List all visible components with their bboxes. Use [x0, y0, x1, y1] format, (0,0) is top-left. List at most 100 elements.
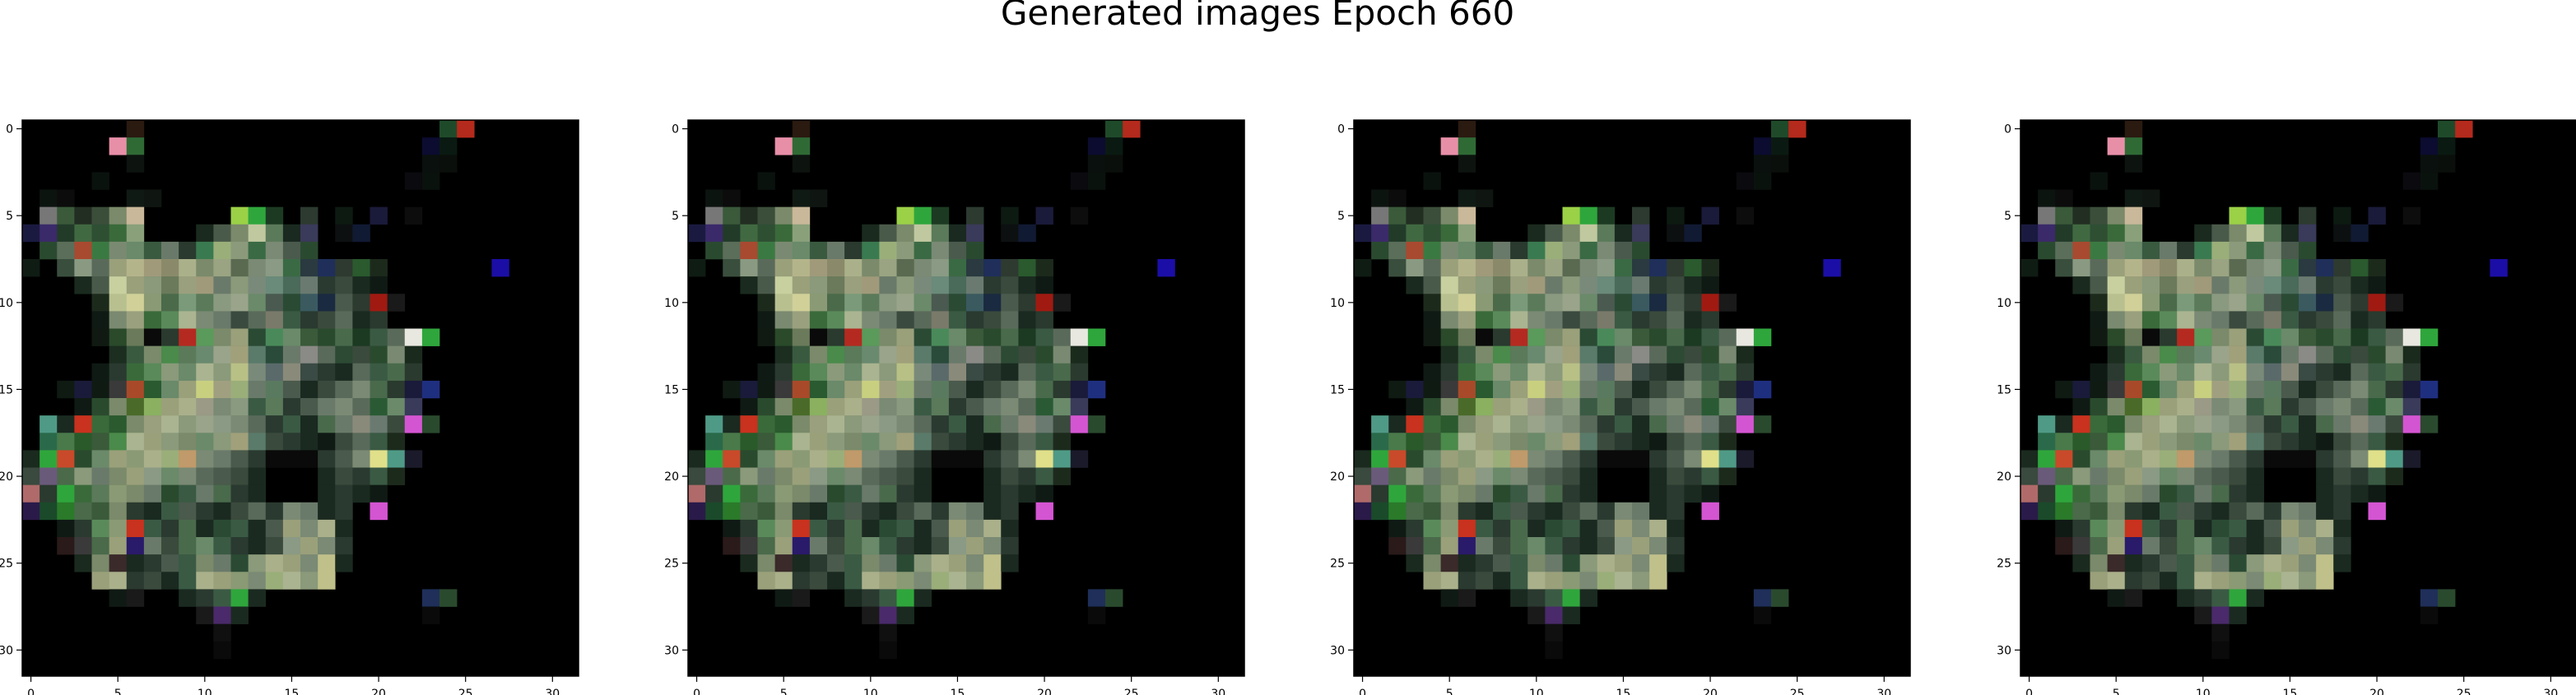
pixel-cell	[1649, 502, 1667, 521]
pixel-cell	[213, 519, 231, 538]
pixel-cell	[213, 467, 231, 485]
pixel-cell	[179, 572, 197, 590]
pixel-cell	[2281, 276, 2299, 294]
pixel-cell	[1105, 137, 1123, 155]
pixel-cell	[2107, 311, 2126, 329]
x-tick-label: 20	[371, 688, 386, 695]
pixel-cell	[404, 206, 423, 225]
pixel-cell	[1545, 276, 1563, 294]
pixel-cell	[91, 554, 109, 572]
pixel-cell	[2124, 572, 2143, 590]
pixel-cell	[74, 380, 92, 399]
pixel-cell	[809, 328, 828, 346]
pixel-cell	[1718, 433, 1737, 451]
pixel-cell	[109, 294, 128, 312]
pixel-cell	[723, 259, 741, 277]
pixel-cell	[2281, 345, 2299, 364]
pixel-cell	[2072, 537, 2090, 555]
pixel-cell	[2211, 519, 2230, 538]
pixel-cell	[1475, 537, 1494, 555]
pixel-cell	[2072, 276, 2090, 294]
pixel-cell	[2141, 484, 2160, 503]
pixel-cell	[862, 450, 880, 468]
pixel-cell	[1527, 502, 1546, 521]
pixel-cell	[879, 554, 897, 572]
pixel-cell	[2246, 554, 2265, 572]
pixel-cell	[2177, 519, 2195, 538]
y-tick-label: 20	[1330, 470, 1345, 484]
pixel-cell	[1562, 206, 1580, 225]
pixel-cell	[143, 484, 162, 503]
pixel-cell	[421, 155, 440, 173]
pixel-cell	[844, 554, 863, 572]
pixel-cell	[230, 415, 249, 433]
pixel-cell	[335, 433, 353, 451]
pixel-cell	[948, 433, 967, 451]
pixel-cell	[300, 572, 319, 590]
pixel-cell	[1736, 206, 1755, 225]
pixel-cell	[213, 328, 231, 346]
pixel-cell	[1545, 294, 1563, 312]
y-tick-label: 5	[672, 210, 679, 223]
pixel-cell	[1579, 554, 1598, 572]
pixel-cell	[109, 589, 128, 607]
pixel-cell	[983, 450, 1002, 468]
pixel-cell	[2090, 363, 2108, 382]
pixel-cell	[1423, 294, 1441, 312]
pixel-cell	[1649, 415, 1667, 433]
pixel-cell	[2229, 259, 2247, 277]
pixel-cell	[1771, 155, 1789, 173]
pixel-cell	[2350, 224, 2369, 243]
pixel-cell	[2177, 276, 2195, 294]
pixel-cell	[914, 206, 932, 225]
pixel-cell	[809, 554, 828, 572]
pixel-cell	[248, 328, 267, 346]
pixel-cell	[1753, 155, 1772, 173]
pixel-cell	[1070, 328, 1089, 346]
pixel-cell	[196, 589, 214, 607]
pixel-cell	[318, 484, 336, 503]
pixel-cell	[757, 224, 775, 243]
pixel-cell	[966, 363, 984, 382]
pixel-cell	[1649, 294, 1667, 312]
pixel-cell	[1701, 311, 1719, 329]
pixel-cell	[914, 502, 932, 521]
pixel-cell	[2350, 415, 2369, 433]
pixel-cell	[1597, 206, 1616, 225]
pixel-cell	[1458, 398, 1476, 416]
pixel-cell	[896, 276, 914, 294]
pixel-cell	[2211, 259, 2230, 277]
pixel-cell	[230, 502, 249, 521]
pixel-cell	[2141, 328, 2160, 346]
pixel-cell	[1597, 502, 1616, 521]
pixel-cell	[1493, 345, 1511, 364]
pixel-cell	[1018, 363, 1036, 382]
pixel-cell	[1527, 467, 1546, 485]
pixel-cell	[179, 433, 197, 451]
pixel-cell	[2299, 519, 2317, 538]
pixel-cell	[723, 380, 741, 399]
pixel-cell	[91, 294, 109, 312]
pixel-cell	[948, 363, 967, 382]
pixel-cell	[879, 502, 897, 521]
pixel-cell	[2124, 450, 2143, 468]
pixel-cell	[74, 433, 92, 451]
pixel-cell	[2211, 433, 2230, 451]
pixel-cell	[1440, 519, 1459, 538]
pixel-cell	[143, 450, 162, 468]
pixel-cell	[318, 328, 336, 346]
pixel-cell	[879, 398, 897, 416]
pixel-cell	[74, 398, 92, 416]
pixel-cell	[1527, 345, 1546, 364]
pixel-cell	[300, 294, 319, 312]
pixel-cell	[91, 502, 109, 521]
pixel-cell	[723, 415, 741, 433]
pixel-cell	[143, 345, 162, 364]
pixel-cell	[914, 572, 932, 590]
pixel-cell	[2229, 415, 2247, 433]
pixel-cell	[109, 537, 128, 555]
pixel-cell	[1718, 415, 1737, 433]
pixel-cell	[179, 276, 197, 294]
pixel-cell	[318, 554, 336, 572]
